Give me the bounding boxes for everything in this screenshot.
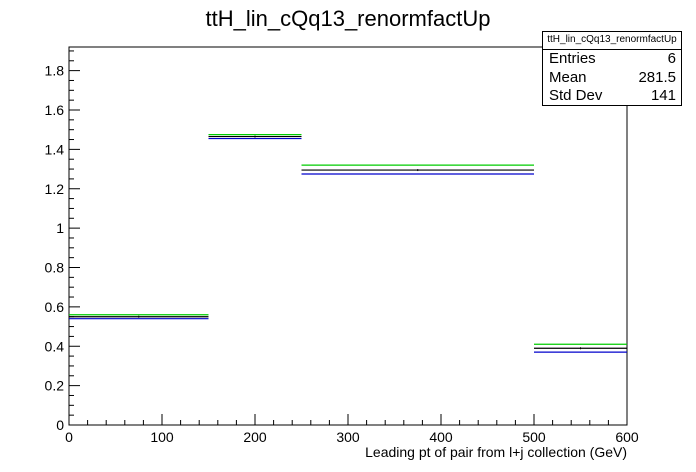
y-tick-label: 1 bbox=[56, 220, 64, 236]
x-tick-label: 500 bbox=[522, 429, 546, 445]
y-tick-label: 0.4 bbox=[45, 338, 65, 354]
stats-value: 6 bbox=[667, 50, 676, 67]
plot-title: ttH_lin_cQq13_renormfactUp bbox=[205, 6, 491, 31]
y-tick-label: 0.2 bbox=[45, 378, 65, 394]
y-tick-label: 0.6 bbox=[45, 299, 65, 315]
y-tick-label: 0 bbox=[56, 417, 64, 433]
y-tick-label: 0.8 bbox=[45, 260, 65, 276]
x-axis-label: Leading pt of pair from l+j collection (… bbox=[365, 444, 627, 460]
y-tick-label: 1.6 bbox=[45, 102, 65, 118]
stats-label: Std Dev bbox=[549, 87, 603, 104]
x-tick-label: 300 bbox=[336, 429, 360, 445]
stats-value: 281.5 bbox=[638, 68, 676, 86]
stats-row-mean: Mean 281.5 bbox=[543, 69, 681, 88]
stats-box: ttH_lin_cQq13_renormfactUp Entries 6 Mea… bbox=[542, 31, 682, 106]
stats-value: 141 bbox=[650, 87, 676, 104]
x-tick-label: 200 bbox=[243, 429, 267, 445]
stats-row-stddev: Std Dev 141 bbox=[543, 87, 681, 106]
y-tick-label: 1.2 bbox=[45, 181, 65, 197]
y-tick-label: 1.8 bbox=[45, 63, 65, 79]
x-tick-label: 100 bbox=[150, 429, 174, 445]
stats-row-entries: Entries 6 bbox=[543, 50, 681, 69]
stats-label: Mean bbox=[549, 68, 587, 86]
stats-title: ttH_lin_cQq13_renormfactUp bbox=[543, 32, 681, 50]
x-tick-label: 400 bbox=[429, 429, 453, 445]
y-tick-label: 1.4 bbox=[45, 141, 65, 157]
x-tick-label: 0 bbox=[65, 429, 73, 445]
x-tick-label: 600 bbox=[615, 429, 639, 445]
stats-label: Entries bbox=[549, 50, 596, 67]
